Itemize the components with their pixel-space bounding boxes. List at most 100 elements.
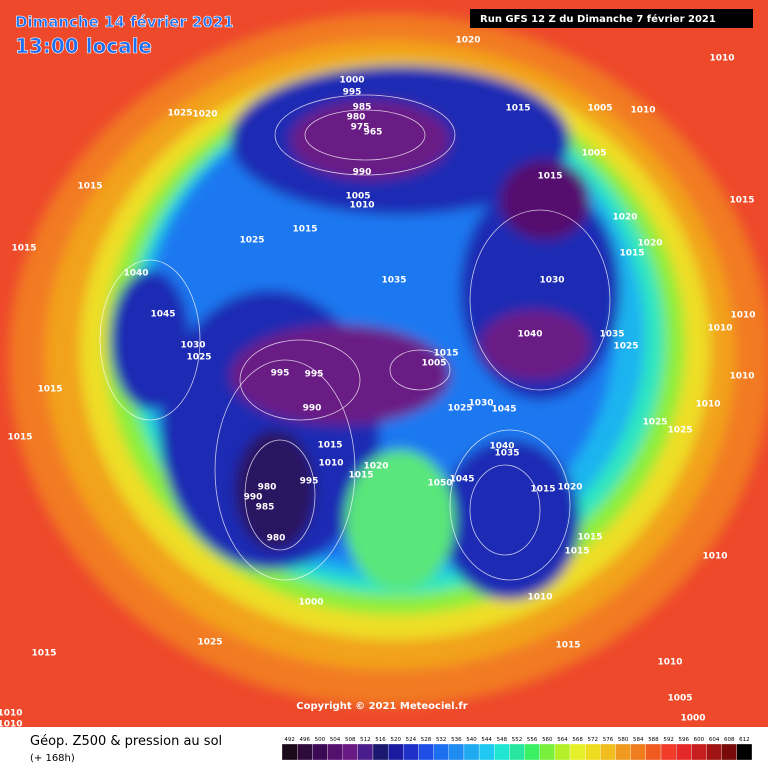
pressure-label: 1020 [455, 36, 480, 46]
copyright: Copyright © 2021 Meteociel.fr [296, 701, 467, 712]
pressure-label: 995 [271, 369, 290, 379]
pressure-label: 990 [353, 168, 372, 178]
scale-swatch [494, 743, 510, 761]
scale-swatch [372, 743, 389, 761]
scale-label: 560 [542, 737, 553, 743]
pressure-label: 1025 [239, 236, 264, 246]
isobars [99, 94, 611, 581]
scale-swatch [509, 743, 525, 761]
scale-label: 548 [497, 737, 508, 743]
run-box [470, 9, 753, 28]
scale-label: 604 [709, 737, 720, 743]
scale-swatch [387, 743, 404, 761]
scale-swatch [524, 743, 540, 761]
pressure-label: 1010 [630, 106, 655, 116]
pressure-label: 1010 [709, 54, 734, 64]
pressure-label: 975 [351, 123, 370, 133]
scale-swatch [569, 743, 586, 761]
scale-swatch [327, 743, 343, 761]
scale-swatch [736, 743, 753, 761]
pressure-label: 980 [258, 483, 277, 493]
pressure-label: 990 [244, 493, 263, 503]
pressure-label: 1015 [31, 649, 56, 659]
scale-label: 512 [360, 737, 371, 743]
pressure-label: 1000 [339, 76, 364, 86]
scale-swatch [615, 743, 631, 761]
scale-swatch [585, 743, 601, 761]
pressure-label: 1010 [730, 311, 755, 321]
pressure-label: 1020 [363, 462, 388, 472]
scale-label: 520 [390, 737, 401, 743]
pressure-label: 1015 [537, 172, 562, 182]
scale-swatch [342, 743, 358, 761]
pressure-label: 995 [305, 370, 324, 380]
pressure-label: 1025 [197, 638, 222, 648]
pressure-label: 1015 [292, 225, 317, 235]
pressure-label: 1010 [657, 658, 682, 668]
pressure-label: 1030 [468, 399, 493, 409]
footer-title: Géop. Z500 & pression au sol [30, 734, 222, 749]
pressure-label: 1010 [527, 593, 552, 603]
pressure-label: 1000 [298, 598, 323, 608]
pressure-label: 1015 [7, 433, 32, 443]
pressure-label: 1005 [587, 104, 612, 114]
scale-swatch [463, 743, 480, 761]
scale-label: 500 [315, 737, 326, 743]
pressure-label: 985 [256, 503, 275, 513]
pressure-label: 1035 [381, 276, 406, 286]
pressure-label: 1010 [702, 552, 727, 562]
scale-label: 564 [557, 737, 568, 743]
scale-swatch [418, 743, 434, 761]
scale-label: 540 [466, 737, 477, 743]
scale-swatch [660, 743, 677, 761]
pressure-label: 1030 [539, 276, 564, 286]
scale-label: 532 [436, 737, 447, 743]
scale-swatch [448, 743, 465, 761]
scale-swatch [676, 743, 692, 761]
pressure-label: 1040 [123, 269, 148, 279]
scale-swatch [539, 743, 556, 761]
pressure-label: 1025 [447, 404, 472, 414]
pressure-label: 1020 [637, 239, 662, 249]
pressure-label: 1040 [517, 330, 542, 340]
pressure-label: 1015 [317, 441, 342, 451]
pressure-label: 1015 [37, 385, 62, 395]
pressure-label: 1045 [491, 405, 516, 415]
pressure-label: 1010 [0, 720, 23, 730]
pressure-label: 1020 [557, 483, 582, 493]
scale-swatch [600, 743, 616, 761]
pressure-label: 1025 [667, 426, 692, 436]
pressure-label: 965 [364, 128, 383, 138]
pressure-label: 1010 [349, 201, 374, 211]
pressure-label: 980 [267, 534, 286, 544]
pressure-label: 1020 [612, 213, 637, 223]
scale-swatch [554, 743, 571, 761]
pressure-label: 1020 [192, 110, 217, 120]
scale-swatch [297, 743, 313, 761]
pressure-label: 1005 [345, 192, 370, 202]
date: Dimanche 14 février 2021 [15, 13, 234, 31]
scale-swatch [706, 743, 722, 761]
pressure-label: 1015 [564, 547, 589, 557]
scale-label: 596 [679, 737, 690, 743]
scale-label: 524 [406, 737, 417, 743]
scale-label: 528 [421, 737, 432, 743]
pressure-label: 1010 [318, 459, 343, 469]
pressure-label: 1040 [489, 442, 514, 452]
scale-label: 516 [375, 737, 386, 743]
pressure-label: 1015 [11, 244, 36, 254]
pressure-label: 990 [303, 404, 322, 414]
scale-swatch [645, 743, 662, 761]
run-info: Run GFS 12 Z du Dimanche 7 février 2021 [480, 13, 716, 25]
pressure-label: 1015 [577, 533, 602, 543]
local-time: 13:00 locale [15, 34, 152, 58]
pressure-label: 1035 [494, 449, 519, 459]
map-field [0, 0, 768, 740]
pressure-label: 1005 [581, 149, 606, 159]
scale-swatch [403, 743, 419, 761]
pressure-label: 1045 [150, 310, 175, 320]
pressure-label: 1015 [505, 104, 530, 114]
